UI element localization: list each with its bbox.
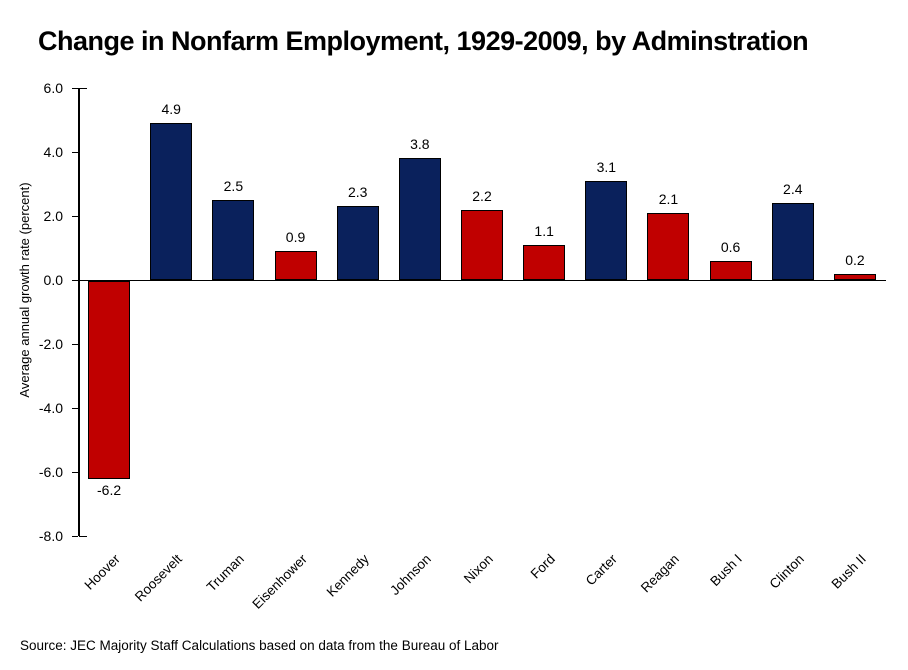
bar-value-label: 0.9 xyxy=(285,229,306,246)
bar-value-label: 2.3 xyxy=(347,184,368,201)
bar-value-label: 0.6 xyxy=(720,238,741,255)
bar-value-label: 2.2 xyxy=(472,187,492,204)
bar-value-label: 0.2 xyxy=(845,251,865,268)
bar-hoover xyxy=(88,281,131,480)
bar-value-label: 3.8 xyxy=(410,136,430,153)
bar-kennedy xyxy=(336,206,379,280)
bar-johnson xyxy=(398,158,441,280)
x-axis-baseline xyxy=(78,279,886,281)
bar-reagan xyxy=(647,212,690,280)
y-tick-label: 0.0 xyxy=(43,272,63,288)
bar-nixon xyxy=(461,209,503,280)
bar-value-label: 2.5 xyxy=(223,178,244,194)
bar-carter xyxy=(585,180,628,280)
bar-value-label: 3.1 xyxy=(596,158,617,175)
bar-ford xyxy=(523,244,566,280)
bar-value-label: 1.1 xyxy=(534,222,554,239)
bar-eisenhower xyxy=(274,251,317,280)
bar-bush-ii xyxy=(833,273,876,280)
bar-roosevelt xyxy=(150,123,193,280)
y-tick-mark xyxy=(72,535,78,537)
y-tick-label: 6.0 xyxy=(43,80,63,96)
y-tick-endcap xyxy=(79,535,87,537)
bar-value-label: 2.4 xyxy=(783,181,803,198)
bar-value-label: -6.2 xyxy=(97,482,122,499)
source-note: Source: JEC Majority Staff Calculations … xyxy=(20,638,499,653)
y-tick-label: -4.0 xyxy=(38,400,63,416)
bar-value-label: 2.1 xyxy=(658,190,679,207)
y-axis-line xyxy=(78,88,80,536)
y-axis-title: Average annual growth rate (percent) xyxy=(17,182,32,398)
y-tick-mark xyxy=(72,151,78,153)
bar-value-label: 4.9 xyxy=(161,101,181,118)
y-tick-label: 4.0 xyxy=(43,144,63,160)
y-tick-label: 2.0 xyxy=(43,208,63,224)
y-tick-label: -6.0 xyxy=(38,464,63,480)
bar-bush-i xyxy=(709,260,752,280)
y-tick-label: -8.0 xyxy=(38,528,63,544)
bar-clinton xyxy=(771,203,814,280)
y-tick-mark xyxy=(72,87,78,89)
y-tick-mark xyxy=(72,279,78,281)
y-tick-mark xyxy=(72,215,78,217)
y-tick-mark xyxy=(72,343,78,345)
y-tick-mark xyxy=(72,471,78,473)
plot-area xyxy=(72,87,886,537)
y-tick-label: -2.0 xyxy=(38,336,63,352)
bar-truman xyxy=(212,200,255,280)
y-tick-mark xyxy=(72,407,78,409)
chart-title: Change in Nonfarm Employment, 1929-2009,… xyxy=(38,26,809,56)
y-tick-endcap xyxy=(79,87,87,89)
